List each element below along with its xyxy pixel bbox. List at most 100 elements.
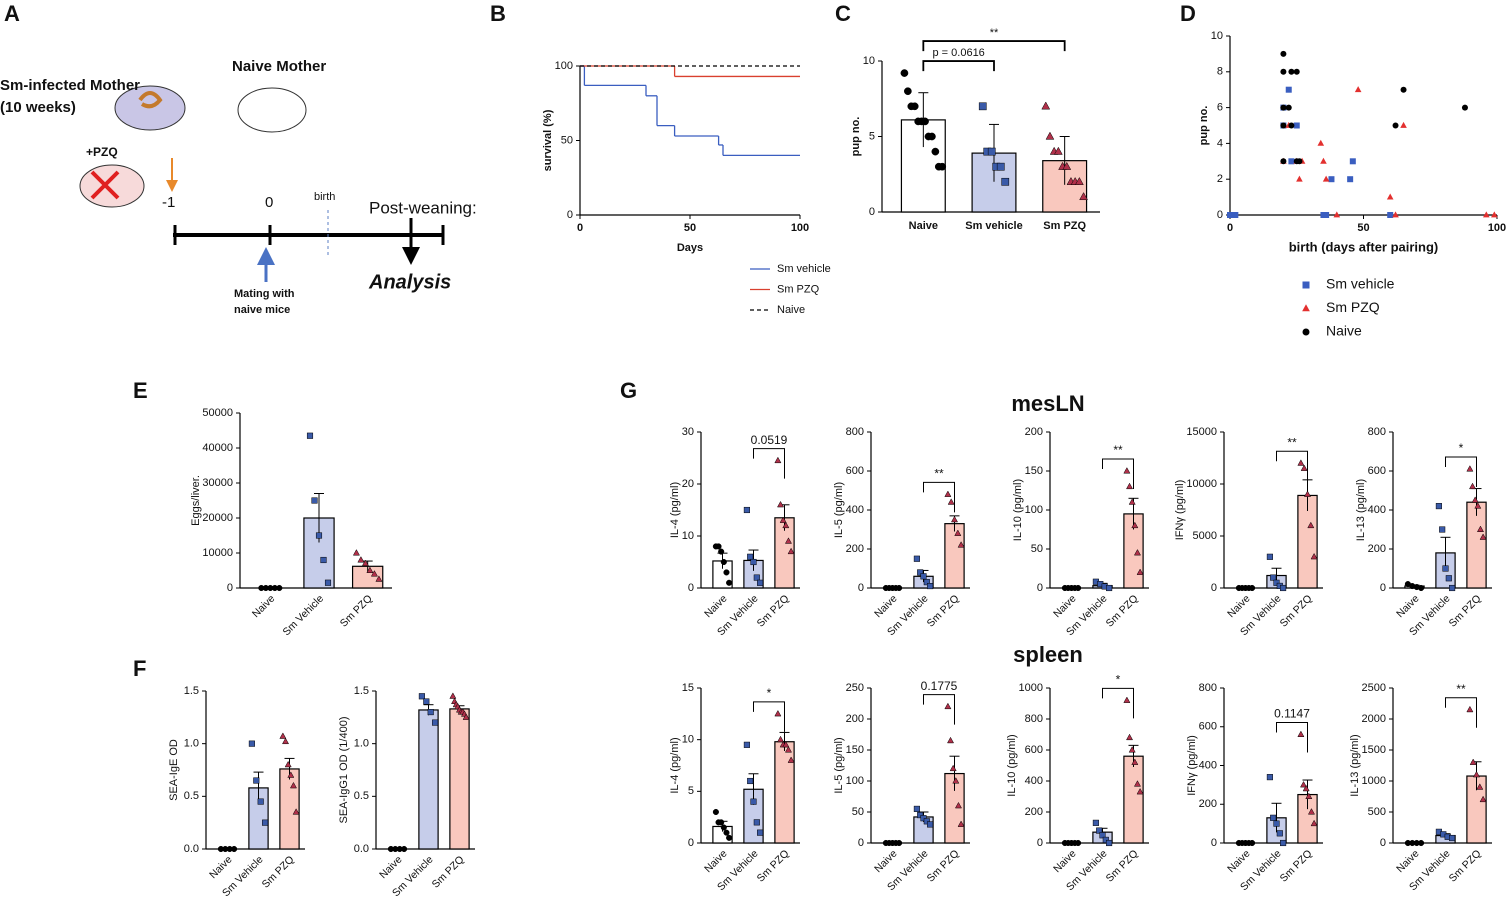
point (787, 756, 795, 763)
point (917, 569, 924, 576)
point (1227, 212, 1233, 218)
point (927, 583, 934, 590)
y-axis-label: IFNγ (pg/ml) (1174, 480, 1186, 541)
y-tick-label: 100 (555, 60, 573, 72)
y-tick-label: 1000 (1362, 775, 1386, 787)
panel-label: B (490, 1, 506, 26)
bracket (922, 60, 995, 72)
point (757, 829, 764, 836)
point (1249, 839, 1256, 847)
point (1491, 211, 1498, 218)
point (1333, 211, 1341, 218)
x-tick-label: Sm PZQ (1278, 848, 1315, 885)
legend-label: Sm vehicle (777, 263, 831, 275)
point (1123, 696, 1131, 703)
point (1476, 783, 1484, 790)
x-tick-label: Naive (872, 592, 900, 620)
y-tick-label: 20000 (202, 512, 233, 524)
bracket-label: 0.0519 (751, 433, 788, 447)
x-tick-label: Sm PZQ (925, 848, 962, 885)
point (1280, 158, 1287, 165)
point (315, 532, 323, 539)
point (1128, 498, 1136, 505)
y-tick-label: 10 (682, 734, 694, 746)
legend-label: Sm vehicle (1326, 276, 1395, 292)
point (1296, 175, 1303, 182)
legend-marker (1302, 304, 1310, 312)
point (927, 821, 934, 828)
y-axis-label: IFNγ (pg/ml) (1186, 735, 1198, 796)
point (320, 556, 327, 564)
point (718, 819, 725, 826)
legend-label: Naive (777, 304, 805, 316)
y-tick-label: 50 (1031, 543, 1043, 555)
y-tick-label: 0 (1211, 582, 1217, 594)
point (1418, 839, 1425, 847)
point (784, 746, 792, 753)
x-tick-label: Sm PZQ (755, 593, 792, 630)
point (1296, 158, 1303, 165)
worm (138, 91, 163, 109)
point (1273, 820, 1280, 827)
bracket-label: * (1116, 673, 1121, 687)
point (306, 432, 314, 439)
legend-label: Sm PZQ (777, 283, 820, 295)
panel-label: A (4, 1, 20, 26)
point (1400, 121, 1407, 128)
x-tick-label: Sm PZQ (430, 854, 467, 891)
point (357, 556, 365, 563)
point (920, 815, 927, 822)
point (1062, 161, 1072, 170)
bracket (1276, 722, 1308, 753)
point (726, 834, 733, 841)
x-tick-label: Sm PZQ (338, 593, 375, 630)
point (282, 737, 290, 745)
y-tick-label: 0 (858, 837, 864, 849)
y-tick-label: 50 (852, 806, 864, 818)
bracket-label: 0.1775 (921, 679, 958, 693)
point (1266, 553, 1273, 560)
y-tick-label: 6 (1217, 102, 1223, 114)
bracket (922, 40, 1066, 52)
point (896, 584, 903, 592)
y-tick-label: 100 (846, 775, 864, 787)
point (1285, 104, 1292, 111)
bar (449, 708, 470, 850)
point (723, 829, 730, 836)
x-tick-label: 50 (684, 222, 696, 234)
point (1303, 490, 1312, 497)
point (1136, 787, 1144, 795)
point (715, 543, 722, 550)
point (1131, 521, 1139, 529)
y-tick-label: 200 (1199, 798, 1217, 810)
legend-label: Naive (1326, 323, 1362, 339)
y-tick-label: 500 (1368, 806, 1386, 818)
bracket-label: ** (1456, 682, 1466, 696)
point (1041, 101, 1051, 110)
x-tick-label: Sm PZQ (1104, 593, 1141, 630)
y-tick-label: 600 (846, 465, 864, 477)
y-axis-label: IL-4 (pg/ml) (669, 482, 681, 538)
y-tick-label: 400 (1368, 504, 1386, 516)
point (248, 740, 255, 747)
y-axis-label: pup no. (850, 117, 862, 157)
point (1106, 839, 1113, 847)
point (944, 490, 952, 497)
bracket (923, 694, 955, 725)
point (427, 709, 434, 716)
point (1280, 104, 1287, 111)
point (370, 570, 378, 577)
point (1297, 459, 1305, 466)
point (921, 117, 929, 126)
point (952, 777, 960, 784)
x-tick-label: Naive (377, 853, 405, 881)
point (913, 555, 920, 562)
point (1349, 158, 1356, 165)
point (1300, 464, 1308, 471)
point (1001, 177, 1010, 186)
y-tick-label: 600 (1368, 465, 1386, 477)
label: -1 (162, 194, 175, 211)
label: Post-weaning: (369, 198, 477, 217)
point (928, 132, 936, 141)
point (1075, 584, 1082, 592)
